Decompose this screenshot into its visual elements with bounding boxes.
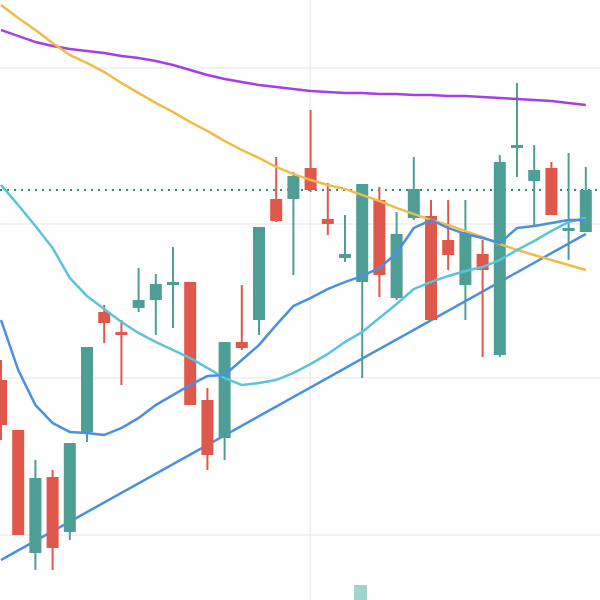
trendline (0, 232, 587, 562)
candle-body (442, 240, 455, 255)
candle-body (339, 254, 351, 258)
candle-body (511, 145, 523, 148)
candle-body (373, 200, 386, 275)
candle-body (253, 227, 265, 320)
volume-indicator (354, 585, 367, 600)
moving-average-line (0, 28, 586, 107)
candle-body (12, 430, 25, 535)
candle-body (321, 219, 334, 224)
candle-body (218, 342, 231, 438)
candle-body (287, 176, 300, 199)
candle-body (149, 284, 162, 300)
candle-body (425, 216, 437, 320)
candle-body (356, 184, 369, 282)
candle-body (407, 189, 420, 218)
candle-body (270, 199, 283, 221)
candle-body (29, 478, 42, 553)
candle-body (63, 443, 76, 532)
candle-body (579, 190, 592, 232)
candle-body (459, 232, 472, 285)
candle-body (0, 380, 7, 425)
candle-body (81, 347, 93, 432)
candle-body (46, 477, 59, 548)
candle-body (132, 300, 145, 308)
candle-body (562, 228, 575, 231)
moving-average-line (0, 184, 587, 387)
candle-body (493, 162, 506, 355)
candle-body (235, 342, 248, 348)
candle-body (167, 282, 179, 285)
candle-body (115, 332, 128, 335)
candle-body (545, 168, 558, 215)
candle-body (201, 400, 214, 455)
candle-body (98, 312, 111, 323)
candle-body (390, 234, 403, 298)
candle-body (528, 170, 541, 181)
moving-average-line (0, 218, 586, 437)
candle-body (184, 282, 197, 405)
